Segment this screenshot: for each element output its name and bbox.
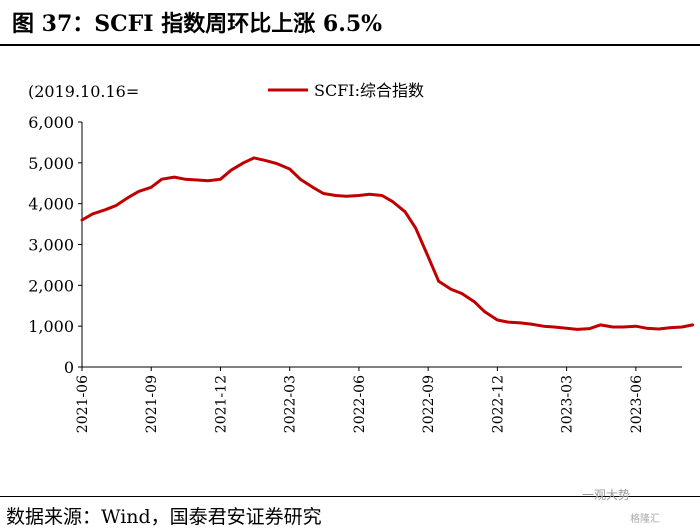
y-tick-label: 3,000 [28, 236, 74, 255]
x-tick-label: 2021-12 [213, 375, 229, 433]
y-tick-label: 4,000 [28, 195, 74, 214]
x-tick-label: 2022-06 [352, 375, 368, 433]
x-tick-label: 2023-06 [629, 375, 645, 433]
series-line [80, 156, 695, 331]
data-source: 数据来源：Wind，国泰君安证券研究 [6, 506, 322, 528]
chart-title: 图 37：SCFI 指数周环比上涨 6.5% [12, 11, 383, 37]
x-tick-label: 2021-06 [75, 375, 91, 433]
x-tick-label: 2022-09 [421, 375, 437, 433]
x-tick-label: 2021-09 [144, 375, 160, 433]
watermark-brand: 格隆汇 [630, 514, 660, 525]
x-tick-label: 2023-03 [560, 375, 576, 433]
y-axis-label: (2019.10.16= [28, 82, 139, 101]
watermark-text: 一观大势 [582, 488, 631, 502]
y-tick-label: 0 [64, 358, 74, 377]
title-divider [0, 44, 700, 46]
y-tick-label: 1,000 [28, 317, 74, 336]
x-tick-label: 2022-03 [283, 375, 299, 433]
y-tick-label: 5,000 [28, 154, 74, 173]
legend-label: SCFI:综合指数 [314, 81, 424, 100]
footer-divider [0, 496, 700, 497]
x-tick-label: 2022-12 [490, 375, 506, 433]
y-tick-label: 6,000 [28, 113, 74, 132]
y-tick-label: 2,000 [28, 276, 74, 295]
